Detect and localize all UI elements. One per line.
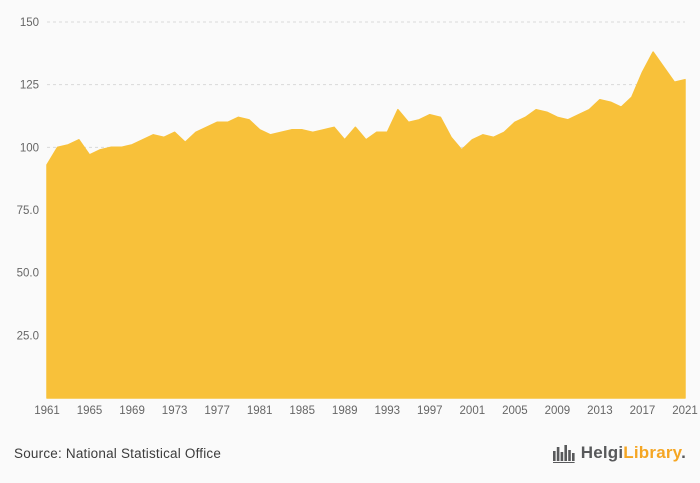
area-chart: 150 125 100 75.0 50.0 25.0 1961 1965 1969 1973 197… xyxy=(17,17,698,417)
y-tick-label-75: 75.0 xyxy=(17,205,39,217)
area-series xyxy=(46,51,686,399)
y-tick-label-150: 150 xyxy=(20,17,39,29)
y-tick-label-100: 100 xyxy=(20,142,39,154)
x-tick-label-1997: 1997 xyxy=(417,405,443,417)
x-tick-label-1965: 1965 xyxy=(77,405,103,417)
x-tick-label-1977: 1977 xyxy=(204,405,230,417)
x-tick-label-1989: 1989 xyxy=(332,405,358,417)
y-tick-label-50: 50.0 xyxy=(17,268,39,280)
chart-footer: Source: National Statistical Office Helg… xyxy=(0,433,700,483)
x-tick-label-1993: 1993 xyxy=(374,405,400,417)
x-tick-label-2005: 2005 xyxy=(502,405,528,417)
x-tick-label-1961: 1961 xyxy=(34,405,60,417)
helgilibrary-bars-icon xyxy=(552,445,575,463)
helgilibrary-logo[interactable]: HelgiLibrary. xyxy=(552,443,686,463)
source-attribution: Source: National Statistical Office xyxy=(14,445,222,461)
x-tick-label-2013: 2013 xyxy=(587,405,613,417)
logo-text-library: Library xyxy=(623,443,682,462)
logo-text-dot: . xyxy=(681,443,686,462)
x-tick-label-1985: 1985 xyxy=(289,405,315,417)
x-tick-label-2021: 2021 xyxy=(672,405,698,417)
y-tick-label-125: 125 xyxy=(20,80,39,92)
logo-text-helgi: Helgi xyxy=(580,443,624,462)
x-tick-label-2001: 2001 xyxy=(460,405,486,417)
x-tick-label-1969: 1969 xyxy=(119,405,145,417)
chart-svg: 150 125 100 75.0 50.0 25.0 1961 1965 1969 1973 197… xyxy=(17,17,698,417)
x-tick-label-2009: 2009 xyxy=(545,405,571,417)
x-tick-label-1973: 1973 xyxy=(162,405,188,417)
x-tick-label-1981: 1981 xyxy=(247,405,273,417)
logo-text: HelgiLibrary. xyxy=(581,443,686,463)
y-tick-label-25: 25.0 xyxy=(17,330,39,342)
x-tick-label-2017: 2017 xyxy=(630,405,656,417)
